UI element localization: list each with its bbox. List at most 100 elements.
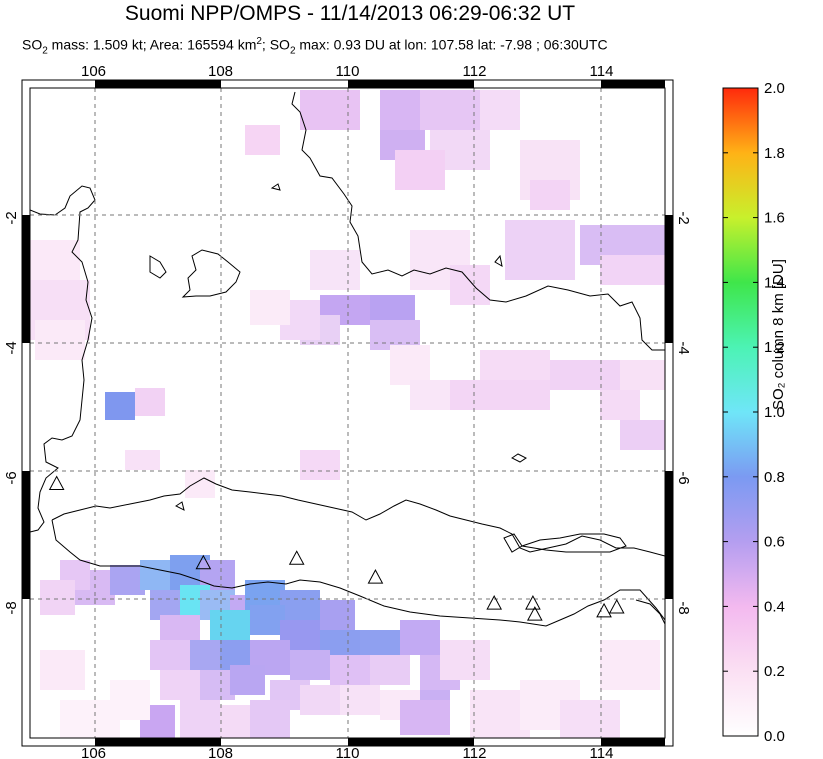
colorbar-tick-label: 0.8 <box>764 469 785 486</box>
lon-tick-label: 114 <box>590 63 614 80</box>
so2-cell <box>370 655 410 685</box>
lon-tick-label: 112 <box>463 63 487 80</box>
lat-tick-label: -8 <box>675 601 692 614</box>
lon-tick-label: 108 <box>208 63 233 80</box>
so2-cell <box>410 380 450 410</box>
so2-cell <box>230 665 265 695</box>
lat-tick-label: -4 <box>3 341 20 354</box>
so2-cell <box>300 685 340 715</box>
so2-cell <box>290 650 330 680</box>
so2-cell <box>185 470 215 498</box>
volcano-markers <box>48 475 625 621</box>
so2-cell <box>480 350 550 380</box>
lon-ticks-top: 106 108 110 112 114 <box>81 63 613 80</box>
so2-cell <box>620 360 665 390</box>
volcano-marker <box>608 598 625 614</box>
so2-cell <box>210 610 250 640</box>
so2-cell <box>400 620 440 655</box>
lat-ticks-left: -2 -4 -6 -8 <box>3 211 20 614</box>
volcano-marker <box>195 554 212 570</box>
lon-ticks-bottom: 106 108 110 112 114 <box>81 745 613 759</box>
so2-cell <box>550 360 630 390</box>
colorbar-tick-label: 0.2 <box>764 663 785 680</box>
lon-tick-label: 108 <box>208 745 233 759</box>
lon-tick-label: 106 <box>81 745 106 759</box>
so2-cell <box>190 640 225 670</box>
so2-cell <box>160 670 200 700</box>
so2-cell <box>310 250 360 290</box>
so2-cell <box>380 90 425 135</box>
so2-cell <box>60 700 120 738</box>
colorbar-tick-label: 1.2 <box>764 339 785 356</box>
so2-cell <box>480 90 520 130</box>
so2-cell <box>40 580 75 615</box>
volcano-marker <box>525 595 541 610</box>
colorbar-tick-label: 1.0 <box>764 404 785 421</box>
colorbar-tick-label: 1.4 <box>764 274 785 291</box>
lon-tick-label: 110 <box>336 63 360 80</box>
so2-cell <box>440 380 550 410</box>
so2-cell <box>620 420 665 450</box>
so2-cell <box>150 640 190 670</box>
lat-tick-label: -2 <box>3 211 20 224</box>
lat-tick-label: -6 <box>675 471 692 484</box>
so2-cell <box>30 240 80 280</box>
so2-cell <box>280 590 320 620</box>
so2-cell <box>35 320 85 360</box>
so2-cell <box>505 220 575 280</box>
lat-tick-label: -4 <box>675 341 692 354</box>
map-subtitle: SO2 mass: 1.509 kt; Area: 165594 km2; SO… <box>22 36 608 57</box>
coastlines <box>30 91 665 627</box>
so2-cell <box>400 700 450 735</box>
volcano-marker <box>486 595 503 610</box>
so2-cell <box>340 685 380 715</box>
volcano-marker <box>288 550 305 565</box>
border-bars <box>22 80 673 746</box>
so2-cell <box>600 640 660 690</box>
lon-tick-label: 112 <box>463 745 487 759</box>
so2-cell <box>600 390 640 420</box>
so2-cell <box>300 450 340 480</box>
so2-cell <box>440 640 490 680</box>
volcano-marker <box>367 569 384 584</box>
colorbar-tick-label: 2.0 <box>764 80 785 97</box>
so2-cell <box>330 655 370 685</box>
colorbar-label: SO₂ column 8 km [DU] <box>770 259 787 410</box>
so2-cell <box>390 345 430 385</box>
so2-cell <box>250 290 290 325</box>
so2-cell <box>320 600 355 630</box>
volcano-marker <box>596 602 612 618</box>
so2-cell <box>530 180 570 210</box>
colorbar-tick-label: 0.4 <box>764 598 785 615</box>
lon-tick-label: 106 <box>81 63 106 80</box>
lat-ticks-right: -2 -4 -6 -8 <box>675 211 692 614</box>
so2-cell <box>450 265 490 305</box>
colorbar-tick-label: 1.6 <box>764 210 785 227</box>
so2-cell <box>135 388 165 416</box>
so2-cell <box>250 605 285 635</box>
grid-lines <box>30 88 665 738</box>
volcano-marker <box>526 606 543 621</box>
so2-cell <box>40 650 85 690</box>
so2-cell <box>250 700 290 738</box>
so2-cell <box>600 255 665 285</box>
so2-cell <box>125 450 160 470</box>
lat-tick-label: -6 <box>3 471 20 484</box>
colorbar <box>722 87 759 737</box>
so2-cell <box>105 392 135 420</box>
colorbar-tick-label: 0.0 <box>764 728 785 745</box>
so2-cell <box>395 150 445 190</box>
lat-tick-label: -2 <box>675 211 692 224</box>
colorbar-ticks: 0.0 0.2 0.4 0.6 0.8 1.0 1.2 1.4 1.6 1.8 2.0 <box>723 80 785 745</box>
volcano-marker <box>48 475 65 490</box>
so2-cell <box>110 565 145 595</box>
so2-cell <box>140 560 175 590</box>
so2-cell <box>300 90 360 130</box>
plot-frame <box>29 87 666 739</box>
lon-tick-label: 110 <box>336 745 360 759</box>
so2-cell <box>245 125 280 155</box>
lat-tick-label: -8 <box>3 601 20 614</box>
colorbar-tick-label: 1.8 <box>764 145 785 162</box>
so2-cells <box>30 90 665 738</box>
